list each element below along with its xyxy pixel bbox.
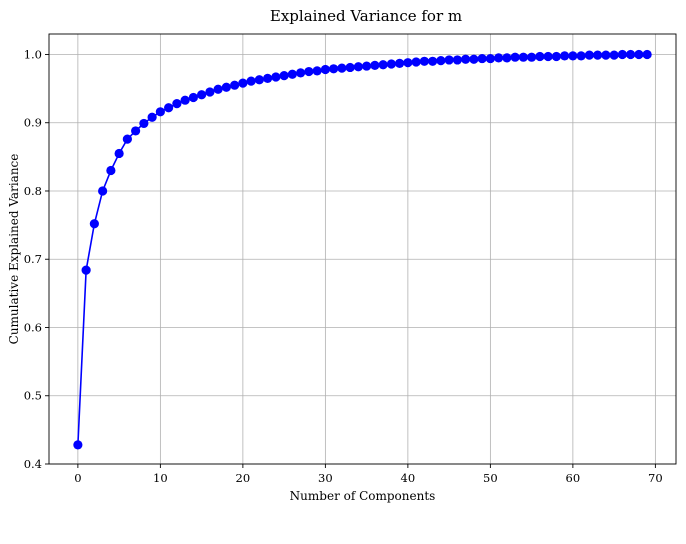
data-point: [345, 62, 355, 73]
y-tick-label: 0.7: [24, 252, 42, 266]
data-point: [395, 58, 405, 68]
data-point: [114, 148, 124, 159]
data-point: [601, 50, 611, 60]
data-point: [337, 63, 347, 73]
y-tick-label: 0.9: [24, 116, 42, 130]
data-point: [411, 57, 421, 67]
data-point: [485, 53, 495, 64]
data-point: [238, 78, 248, 88]
data-point: [535, 51, 545, 62]
data-point: [477, 53, 487, 64]
tick-labels: 0 10 20 30 40 50 60 70 0.4 0.5 0.6 0.7 0.8 0.9 1.0: [24, 47, 663, 485]
plot-frame: [48, 33, 677, 465]
data-point: [246, 76, 256, 86]
data-point: [568, 51, 578, 61]
x-tick-label: 20: [236, 471, 251, 485]
data-point: [626, 49, 636, 60]
data-point: [147, 112, 157, 122]
data-point: [461, 54, 471, 64]
data-point: [436, 56, 446, 66]
data-point: [73, 440, 83, 450]
data-point: [609, 50, 619, 60]
data-point: [551, 51, 561, 62]
data-point: [221, 82, 231, 92]
data-point: [560, 51, 570, 61]
x-tick-label: 0: [74, 471, 81, 485]
grid-lines: [49, 34, 676, 465]
x-tick-label: 50: [483, 471, 498, 485]
data-point: [188, 92, 198, 103]
data-point: [320, 64, 330, 75]
data-point: [279, 71, 289, 81]
data-point: [122, 134, 132, 144]
data-points: [73, 49, 652, 450]
y-tick-label: 0.5: [24, 389, 42, 403]
data-point: [263, 73, 273, 83]
y-tick-label: 1.0: [24, 47, 42, 61]
data-point: [494, 53, 504, 63]
x-tick-label: 10: [153, 471, 168, 485]
data-point: [230, 80, 240, 90]
data-point: [469, 54, 479, 64]
data-point: [139, 118, 149, 129]
data-point: [89, 219, 99, 229]
data-point: [403, 58, 413, 68]
chart-title: Explained Variance for m: [270, 7, 462, 25]
data-point: [98, 186, 108, 196]
data-point: [271, 72, 281, 82]
data-point: [304, 66, 314, 77]
data-point: [378, 60, 388, 70]
data-point: [502, 53, 512, 63]
data-point: [510, 52, 520, 62]
data-point: [106, 165, 116, 176]
data-point: [312, 66, 322, 76]
y-tick-label: 0.6: [24, 320, 42, 334]
data-point: [172, 99, 182, 109]
data-point: [634, 49, 644, 60]
data-point: [370, 60, 380, 70]
x-axis-label: Number of Components: [290, 489, 436, 503]
x-tick-label: 40: [401, 471, 416, 485]
x-tick-label: 70: [648, 471, 663, 485]
y-tick-label: 0.8: [24, 184, 42, 198]
data-point: [197, 90, 207, 100]
data-point: [527, 52, 537, 62]
data-point: [543, 51, 553, 62]
data-point: [518, 52, 528, 62]
y-axis-label: Cumulative Explained Variance: [7, 154, 21, 345]
data-point: [329, 64, 339, 74]
data-point: [419, 56, 429, 66]
data-point: [213, 84, 223, 94]
data-point: [452, 55, 462, 65]
data-point: [593, 50, 603, 60]
data-point: [131, 126, 141, 136]
data-point: [428, 56, 438, 66]
x-tick-label: 30: [318, 471, 333, 485]
y-tick-label: 0.4: [24, 457, 42, 471]
data-point: [155, 107, 165, 117]
data-point: [444, 55, 454, 65]
data-point: [576, 51, 586, 61]
data-point: [296, 68, 306, 78]
data-point: [642, 49, 652, 60]
axis-ticks: [45, 54, 656, 468]
data-point: [362, 61, 372, 71]
data-point: [254, 75, 264, 85]
data-point: [287, 69, 297, 79]
data-point: [205, 87, 215, 97]
data-point: [617, 49, 627, 60]
data-point: [164, 103, 174, 113]
x-tick-label: 60: [566, 471, 581, 485]
data-point: [180, 95, 190, 105]
data-point: [584, 50, 594, 60]
data-point: [386, 59, 396, 69]
data-point: [81, 265, 91, 275]
data-point: [353, 62, 363, 72]
